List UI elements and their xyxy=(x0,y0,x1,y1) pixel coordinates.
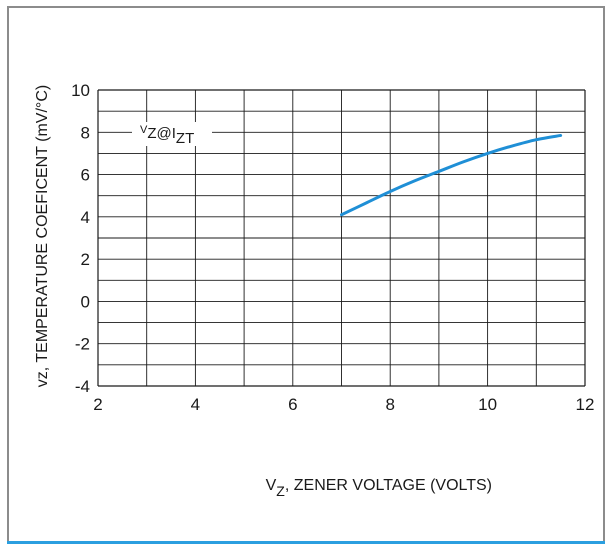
frame-accent-bar xyxy=(7,541,605,544)
x-tick-label: 8 xyxy=(385,395,394,414)
chart-frame xyxy=(7,6,605,543)
annotation-vz-izt: VZ@IZT xyxy=(132,122,212,147)
y-tick-label: -4 xyxy=(75,377,90,396)
series-layer xyxy=(340,133,563,217)
annotation-v: V xyxy=(140,124,148,136)
y-tick-label: 6 xyxy=(81,166,90,185)
x-axis-title-v: V xyxy=(266,477,277,494)
x-tick-label: 4 xyxy=(191,395,200,414)
x-axis-title-rest: , ZENER VOLTAGE (VOLTS) xyxy=(285,477,492,494)
annotation-at-i: @I xyxy=(157,125,176,142)
x-axis-title-sub: Z xyxy=(276,483,285,499)
y-tick-label: 4 xyxy=(81,208,90,227)
x-tick-label: 6 xyxy=(288,395,297,414)
annotation-zt-sub: ZT xyxy=(176,130,194,147)
series-line-temp-coefficient xyxy=(340,133,563,217)
y-tick-label: 8 xyxy=(81,123,90,142)
y-tick-label: 2 xyxy=(81,250,90,269)
annotation-background xyxy=(132,122,212,146)
y-tick-label: 0 xyxy=(81,292,90,311)
x-axis-title: VZ, ZENER VOLTAGE (VOLTS) xyxy=(266,477,492,499)
y-tick-label: 10 xyxy=(71,81,90,100)
x-tick-label: 10 xyxy=(478,395,497,414)
x-tick-label: 12 xyxy=(576,395,595,414)
annotation-z-sub: Z xyxy=(147,125,156,142)
y-axis-title: vz, TEMPERATURE COEFICENT (mV/°C) xyxy=(34,85,51,387)
tick-labels: 2 4 6 8 10 12 10 8 6 4 2 0 -2 -4 xyxy=(71,81,594,414)
x-tick-label: 2 xyxy=(93,395,102,414)
annotation-text: VZ@IZT xyxy=(140,124,194,147)
y-tick-label: -2 xyxy=(75,335,90,354)
